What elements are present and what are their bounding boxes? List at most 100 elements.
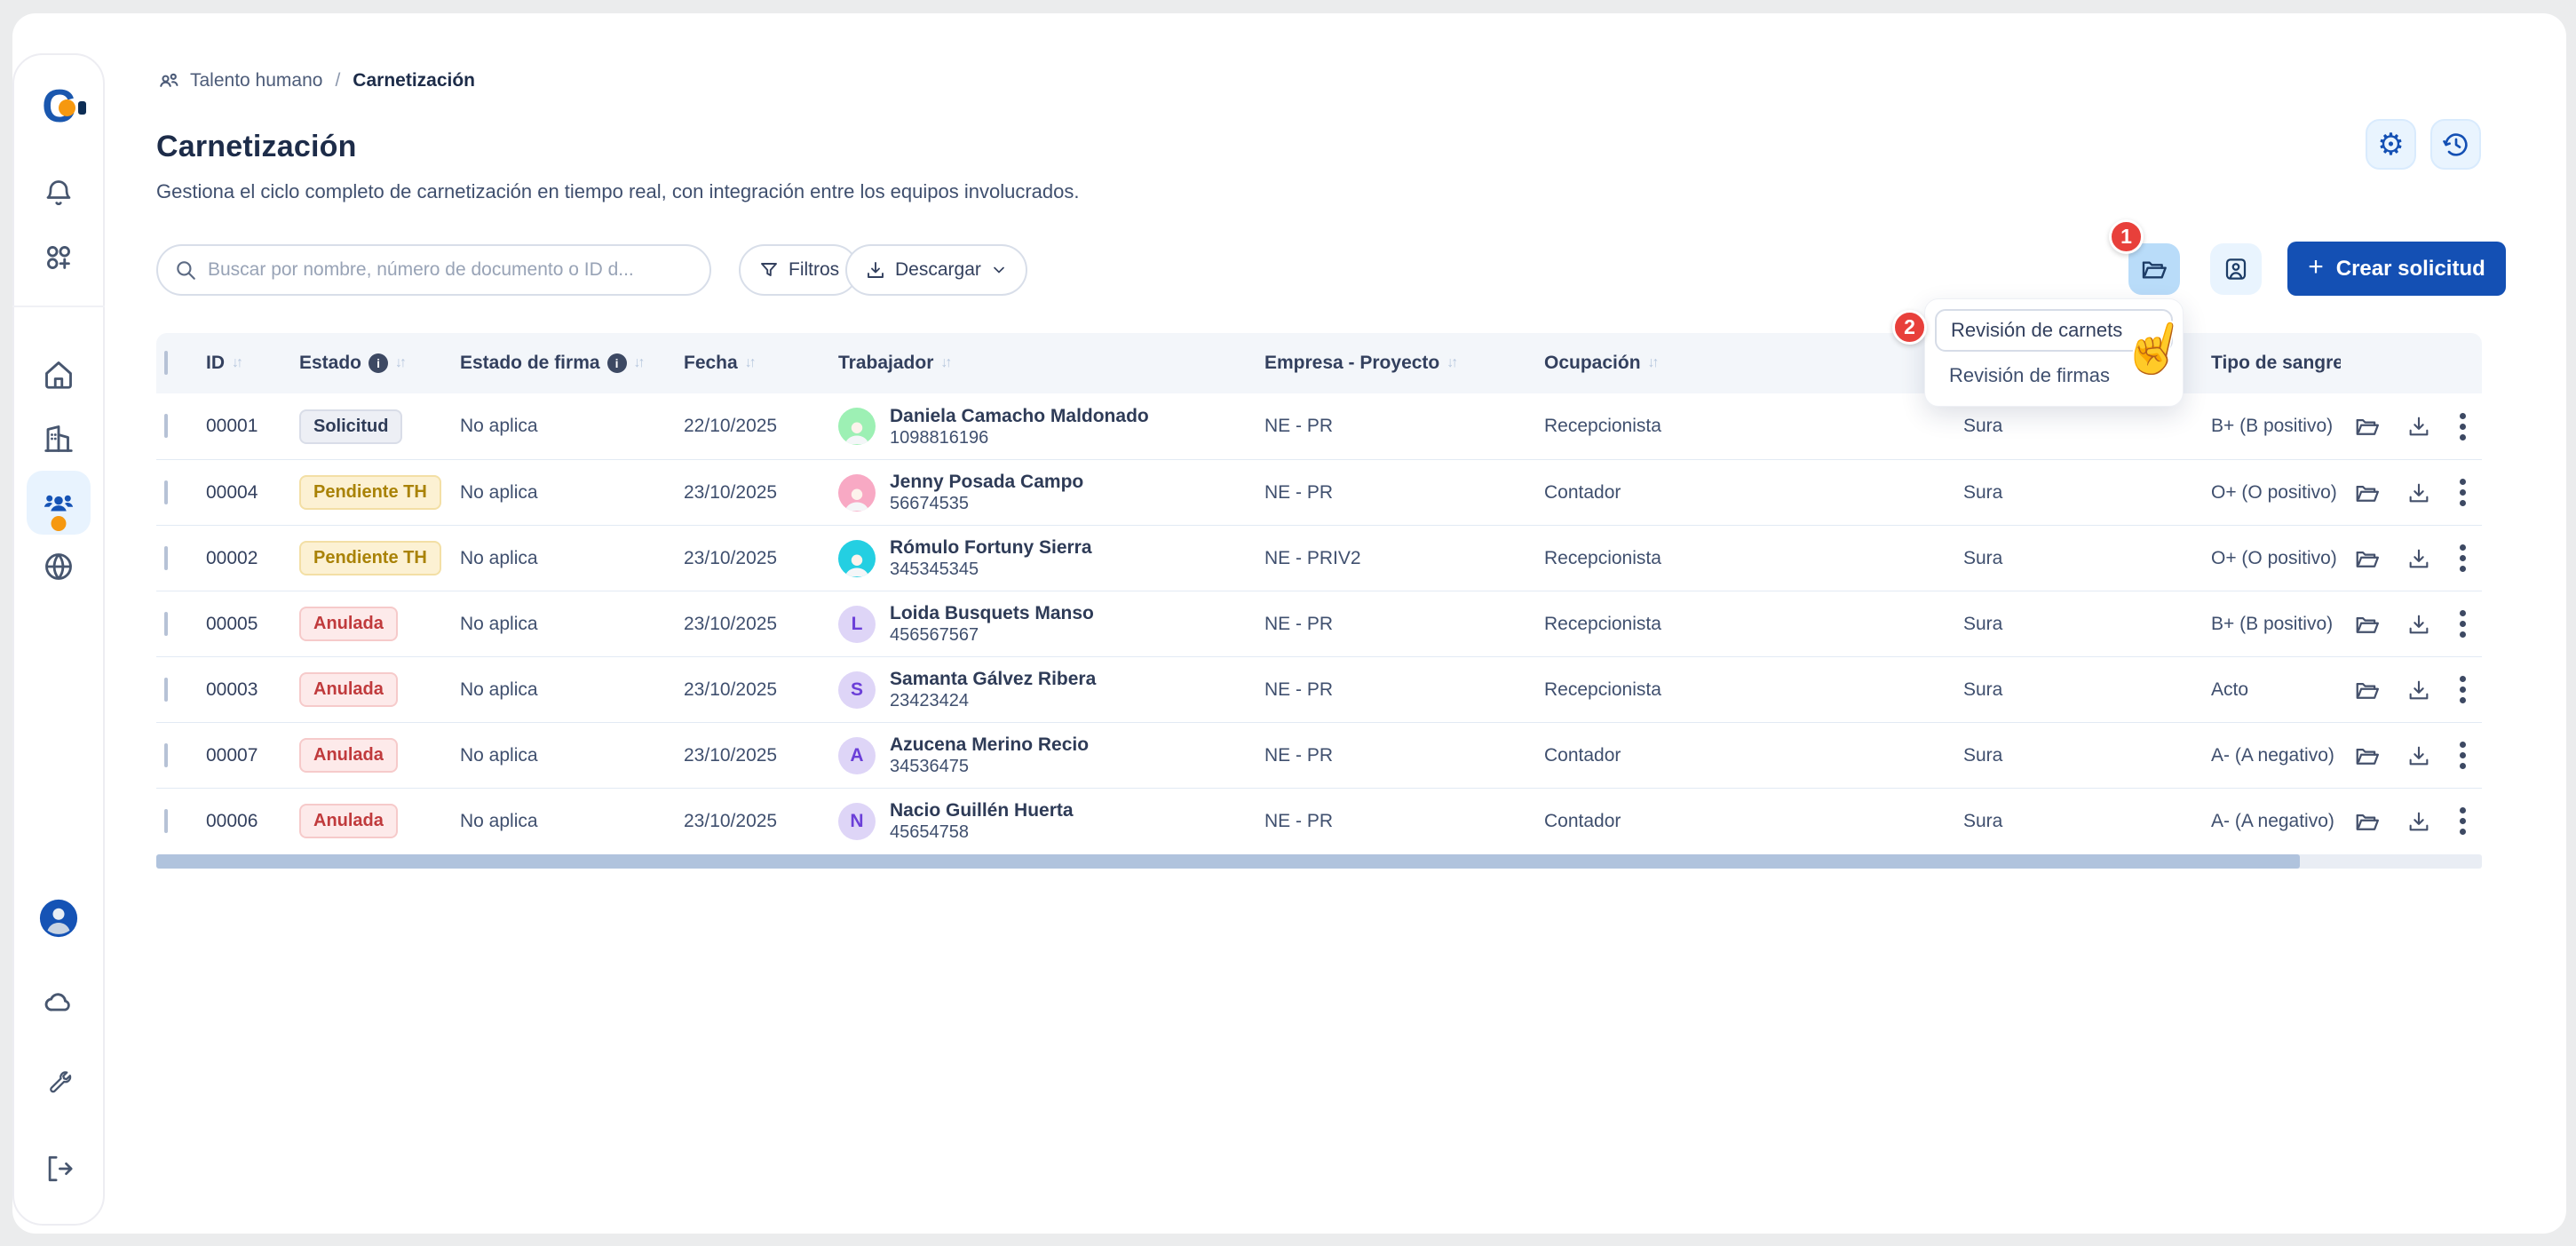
sidebar-item-globe[interactable] bbox=[27, 535, 91, 599]
table-row[interactable]: 00004Pendiente THNo aplica23/10/2025Jenn… bbox=[156, 459, 2482, 525]
history-button[interactable] bbox=[2430, 119, 2481, 170]
download-icon[interactable] bbox=[2406, 612, 2431, 637]
table-row[interactable]: 00007AnuladaNo aplica23/10/2025AAzucena … bbox=[156, 722, 2482, 788]
row-folder-action[interactable] bbox=[2341, 480, 2394, 506]
row-download-action[interactable] bbox=[2394, 612, 2444, 637]
row-checkbox[interactable] bbox=[164, 809, 168, 833]
kebab-menu-icon[interactable] bbox=[2460, 479, 2466, 506]
filters-button[interactable]: Filtros bbox=[739, 244, 859, 296]
open-folder-icon[interactable] bbox=[2354, 545, 2381, 572]
row-checkbox[interactable] bbox=[164, 480, 168, 504]
table-row[interactable]: 00005AnuladaNo aplica23/10/2025LLoida Bu… bbox=[156, 591, 2482, 656]
column-header-fecha[interactable]: Fecha↓↑ bbox=[684, 353, 838, 374]
column-header-ocupaci-n[interactable]: Ocupación↓↑ bbox=[1544, 353, 1963, 374]
cell-trabajador[interactable]: SSamanta Gálvez Ribera23423424 bbox=[838, 668, 1264, 711]
download-icon[interactable] bbox=[2406, 546, 2431, 571]
open-folder-icon[interactable] bbox=[2354, 480, 2381, 506]
select-all-checkbox[interactable] bbox=[164, 351, 168, 375]
user-avatar[interactable] bbox=[27, 886, 91, 950]
cell-trabajador[interactable]: Jenny Posada Campo56674535 bbox=[838, 471, 1264, 514]
sidebar-item-talento-humano[interactable] bbox=[27, 471, 91, 535]
open-folder-icon[interactable] bbox=[2354, 677, 2381, 703]
kebab-menu-icon[interactable] bbox=[2460, 742, 2466, 769]
open-folder-icon[interactable] bbox=[2354, 611, 2381, 638]
download-icon[interactable] bbox=[2406, 480, 2431, 505]
info-icon[interactable]: i bbox=[607, 353, 627, 373]
kebab-menu-icon[interactable] bbox=[2460, 413, 2466, 440]
settings-button[interactable]: ⚙ bbox=[2366, 119, 2416, 170]
row-download-action[interactable] bbox=[2394, 480, 2444, 505]
photo-badge-button[interactable] bbox=[2210, 243, 2262, 295]
row-more-action[interactable] bbox=[2444, 807, 2482, 835]
apps-grid-icon[interactable] bbox=[27, 226, 91, 290]
row-download-action[interactable] bbox=[2394, 743, 2444, 768]
table-row[interactable]: 00006AnuladaNo aplica23/10/2025NNacio Gu… bbox=[156, 788, 2482, 853]
column-header-empresa-proyecto[interactable]: Empresa - Proyecto↓↑ bbox=[1264, 353, 1544, 374]
row-checkbox[interactable] bbox=[164, 743, 168, 767]
sort-icon[interactable]: ↓↑ bbox=[395, 355, 404, 371]
sort-icon[interactable]: ↓↑ bbox=[634, 355, 643, 371]
row-checkbox[interactable] bbox=[164, 414, 168, 438]
row-download-action[interactable] bbox=[2394, 414, 2444, 439]
row-checkbox[interactable] bbox=[164, 546, 168, 570]
brand-logo[interactable]: C bbox=[27, 75, 91, 139]
horizontal-scrollbar[interactable] bbox=[156, 854, 2482, 869]
download-icon[interactable] bbox=[2406, 743, 2431, 768]
sort-icon[interactable]: ↓↑ bbox=[940, 355, 949, 371]
logout-icon[interactable] bbox=[27, 1137, 91, 1201]
download-icon[interactable] bbox=[2406, 678, 2431, 702]
row-folder-action[interactable] bbox=[2341, 545, 2394, 572]
open-folder-icon[interactable] bbox=[2354, 808, 2381, 835]
sort-icon[interactable]: ↓↑ bbox=[1447, 355, 1455, 371]
sidebar-item-home[interactable] bbox=[27, 343, 91, 407]
notifications-bell-icon[interactable] bbox=[27, 162, 91, 226]
scrollbar-thumb[interactable] bbox=[156, 854, 2300, 869]
table-row[interactable]: 00003AnuladaNo aplica23/10/2025SSamanta … bbox=[156, 656, 2482, 722]
breadcrumb-section[interactable]: Talento humano bbox=[190, 70, 322, 91]
search-input[interactable] bbox=[208, 259, 694, 281]
row-folder-action[interactable] bbox=[2341, 611, 2394, 638]
cell-trabajador[interactable]: Daniela Camacho Maldonado1098816196 bbox=[838, 405, 1264, 448]
download-icon[interactable] bbox=[2406, 809, 2431, 834]
row-download-action[interactable] bbox=[2394, 678, 2444, 702]
sort-icon[interactable]: ↓↑ bbox=[1648, 355, 1657, 371]
sidebar-item-company[interactable] bbox=[27, 407, 91, 471]
kebab-menu-icon[interactable] bbox=[2460, 544, 2466, 572]
cell-trabajador[interactable]: LLoida Busquets Manso456567567 bbox=[838, 602, 1264, 646]
row-checkbox[interactable] bbox=[164, 678, 168, 702]
sort-icon[interactable]: ↓↑ bbox=[232, 355, 241, 371]
cloud-icon[interactable] bbox=[27, 970, 91, 1034]
row-more-action[interactable] bbox=[2444, 676, 2482, 703]
sort-icon[interactable]: ↓↑ bbox=[745, 355, 754, 371]
column-header-estado-de-firma[interactable]: Estado de firmai↓↑ bbox=[460, 353, 684, 374]
cell-trabajador[interactable]: Rómulo Fortuny Sierra345345345 bbox=[838, 536, 1264, 580]
row-folder-action[interactable] bbox=[2341, 742, 2394, 769]
row-more-action[interactable] bbox=[2444, 610, 2482, 638]
row-download-action[interactable] bbox=[2394, 809, 2444, 834]
open-folder-icon[interactable] bbox=[2354, 742, 2381, 769]
folders-button[interactable] bbox=[2128, 243, 2180, 295]
column-header-estado[interactable]: Estadoi↓↑ bbox=[299, 353, 460, 374]
download-button[interactable]: Descargar bbox=[845, 244, 1027, 296]
column-header-id[interactable]: ID↓↑ bbox=[206, 353, 299, 374]
row-folder-action[interactable] bbox=[2341, 677, 2394, 703]
kebab-menu-icon[interactable] bbox=[2460, 807, 2466, 835]
row-folder-action[interactable] bbox=[2341, 808, 2394, 835]
menu-item-revision-firmas[interactable]: Revisión de firmas bbox=[1949, 364, 2110, 387]
cell-trabajador[interactable]: AAzucena Merino Recio34536475 bbox=[838, 734, 1264, 777]
row-folder-action[interactable] bbox=[2341, 413, 2394, 440]
cell-trabajador[interactable]: NNacio Guillén Huerta45654758 bbox=[838, 799, 1264, 843]
table-row[interactable]: 00002Pendiente THNo aplica23/10/2025Rómu… bbox=[156, 525, 2482, 591]
column-header-tipo-de-sangre[interactable]: Tipo de sangre bbox=[2211, 353, 2341, 374]
row-download-action[interactable] bbox=[2394, 546, 2444, 571]
row-more-action[interactable] bbox=[2444, 544, 2482, 572]
create-request-button[interactable]: + Crear solicitud bbox=[2287, 242, 2506, 296]
wrench-icon[interactable] bbox=[27, 1053, 91, 1117]
download-icon[interactable] bbox=[2406, 414, 2431, 439]
row-more-action[interactable] bbox=[2444, 413, 2482, 440]
info-icon[interactable]: i bbox=[369, 353, 388, 373]
kebab-menu-icon[interactable] bbox=[2460, 610, 2466, 638]
row-more-action[interactable] bbox=[2444, 742, 2482, 769]
row-checkbox[interactable] bbox=[164, 612, 168, 636]
open-folder-icon[interactable] bbox=[2354, 413, 2381, 440]
